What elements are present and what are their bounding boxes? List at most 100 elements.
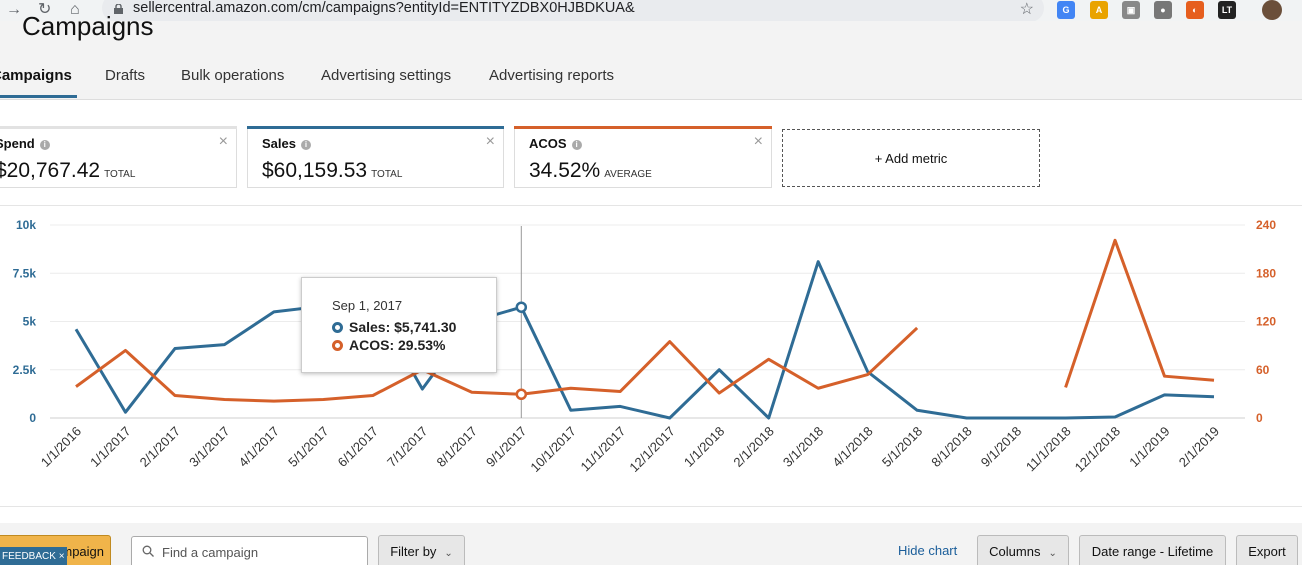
x-axis-tick-label: 2/1/2019 [1176,424,1222,470]
hide-chart-link[interactable]: Hide chart [898,543,958,558]
x-axis-tick-label: 4/1/2018 [829,424,875,470]
chart-tooltip: Sep 1, 2017 Sales: $5,741.30 ACOS: 29.53… [301,277,497,373]
filter-by-label: Filter by [390,544,437,559]
browser-toolbar: → ↻ ⌂ sellercentral.amazon.com/cm/campai… [0,0,1302,22]
tooltip-date: Sep 1, 2017 [332,298,403,313]
feedback-tab[interactable]: FEEDBACK × [0,547,67,565]
tooltip-sales-label: Sales: [349,319,391,335]
x-axis-tick-label: 4/1/2017 [236,424,282,470]
metric-unit: AVERAGE [604,169,652,180]
tab-campaigns[interactable]: Campaigns [0,67,72,84]
x-axis-tick-label: 11/1/2018 [1023,424,1074,475]
x-axis-tick-label: 8/1/2018 [928,424,974,470]
campaign-toolbar: Create campaign FEEDBACK × Filter by⌄ Hi… [0,523,1302,565]
info-icon[interactable]: i [39,140,50,150]
sales-marker-icon [332,322,343,333]
tab-advertising-settings[interactable]: Advertising settings [321,67,452,84]
metric-card-sales[interactable]: Sales i × $60,159.53 TOTAL [247,126,504,188]
sales-highlight-point [515,301,528,313]
chart-area: 0 2.5k 5k 7.5k 10k 0 60 120 180 240 1/1/2016 1/1/20… [0,205,1302,507]
sales-series-line [74,260,1215,420]
x-axis-tick-label: 12/1/2017 [626,424,678,476]
x-axis-tick-label: 2/1/2017 [137,424,183,470]
elephant-icon[interactable]: ● [1154,1,1172,19]
metric-color-bar [0,126,237,129]
acos-series-line [75,326,919,403]
metric-value: $20,767.42 [0,159,101,182]
metric-name: Sales [262,136,296,151]
x-axis-tick-label: 8/1/2017 [434,424,480,470]
close-icon[interactable]: × [485,133,495,150]
metric-value: $60,159.53 [262,159,368,182]
close-icon[interactable]: × [753,133,763,150]
metric-unit: TOTAL [104,169,136,180]
page-title: Campaigns [22,11,154,41]
info-icon[interactable]: i [571,140,582,150]
metric-color-bar [247,126,504,129]
close-icon[interactable]: × [218,133,228,150]
languagetool-icon[interactable]: LT [1218,1,1236,19]
left-axis-tick-label: 2.5k [13,363,37,377]
acos-marker-icon [332,340,343,351]
columns-button[interactable]: Columns ⌄ [977,535,1069,565]
acos-highlight-point [515,388,528,401]
right-axis-tick-label: 0 [1256,411,1263,425]
left-axis-tick-label: 5k [23,315,37,329]
tab-advertising-reports[interactable]: Advertising reports [489,67,615,84]
left-axis-tick-label: 0 [29,411,36,425]
metric-card-acos[interactable]: ACOS i × 34.52% AVERAGE [514,126,772,188]
left-axis-tick-label: 10k [16,218,36,232]
home-icon[interactable]: ⌂ [70,1,80,18]
back-arrow-icon[interactable]: → [6,1,22,18]
feedback-label: FEEDBACK [2,551,56,562]
page-header: Campaigns Campaigns Drafts Bulk operatio… [0,11,1302,100]
tooltip-sales-value: $5,741.30 [394,319,457,335]
x-axis-tick-label: 5/1/2018 [879,424,925,470]
metric-name: ACOS [529,136,567,151]
right-axis-tick-label: 240 [1256,218,1276,232]
active-tab-indicator [0,95,77,98]
x-axis-tick-label: 10/1/2017 [527,424,579,476]
extension-icon[interactable]: ▣ [1122,1,1140,19]
x-axis-tick-label: 3/1/2017 [186,424,232,470]
close-icon[interactable]: × [58,551,65,562]
search-icon [142,545,154,557]
google-translate-icon[interactable]: G [1057,1,1075,19]
chevron-down-icon: ⌄ [444,548,453,559]
right-axis-tick-label: 180 [1256,266,1276,280]
filter-by-button[interactable]: Filter by ⌄ [378,535,465,565]
search-input[interactable] [162,541,362,563]
export-button[interactable]: Export [1236,535,1298,565]
tab-drafts[interactable]: Drafts [105,67,146,84]
tab-bulk-operations[interactable]: Bulk operations [181,67,285,84]
x-axis-tick-label: 7/1/2017 [384,424,430,470]
reload-icon[interactable]: ↻ [38,1,52,18]
x-axis-tick-label: 5/1/2017 [285,424,331,470]
info-icon[interactable]: i [300,140,311,150]
metric-value: 34.52% [529,159,601,182]
search-box[interactable] [131,536,368,565]
acos-series-line [1064,238,1215,388]
x-axis-tick-label: 11/1/2017 [578,424,629,475]
right-axis-tick-label: 60 [1256,363,1270,377]
address-bar[interactable]: sellercentral.amazon.com/cm/campaigns?en… [102,0,1044,22]
x-axis-tick-label: 3/1/2018 [780,424,826,470]
x-axis-tick-label: 9/1/2018 [978,424,1024,470]
amzscout-icon[interactable]: A [1090,1,1108,19]
x-axis-tick-label: 1/1/2016 [38,424,84,470]
profile-avatar[interactable] [1262,0,1282,20]
tooltip-acos-label: ACOS: [349,337,395,353]
metric-unit: TOTAL [371,169,403,180]
x-axis-tick-label: 6/1/2017 [335,424,381,470]
keepa-icon[interactable]: ◐ [1186,1,1204,19]
url-text: sellercentral.amazon.com/cm/campaigns?en… [133,0,635,16]
x-axis-tick-label: 1/1/2018 [681,424,727,470]
x-axis-tick-label: 9/1/2017 [483,424,529,470]
bookmark-star-icon[interactable]: ☆ [1019,1,1034,18]
tooltip-acos-value: 29.53% [398,337,446,353]
date-range-button[interactable]: Date range - Lifetime [1079,535,1226,565]
add-metric-button[interactable]: + Add metric [782,129,1040,187]
right-axis-tick-label: 120 [1256,315,1276,329]
metric-name: Spend [0,136,35,151]
